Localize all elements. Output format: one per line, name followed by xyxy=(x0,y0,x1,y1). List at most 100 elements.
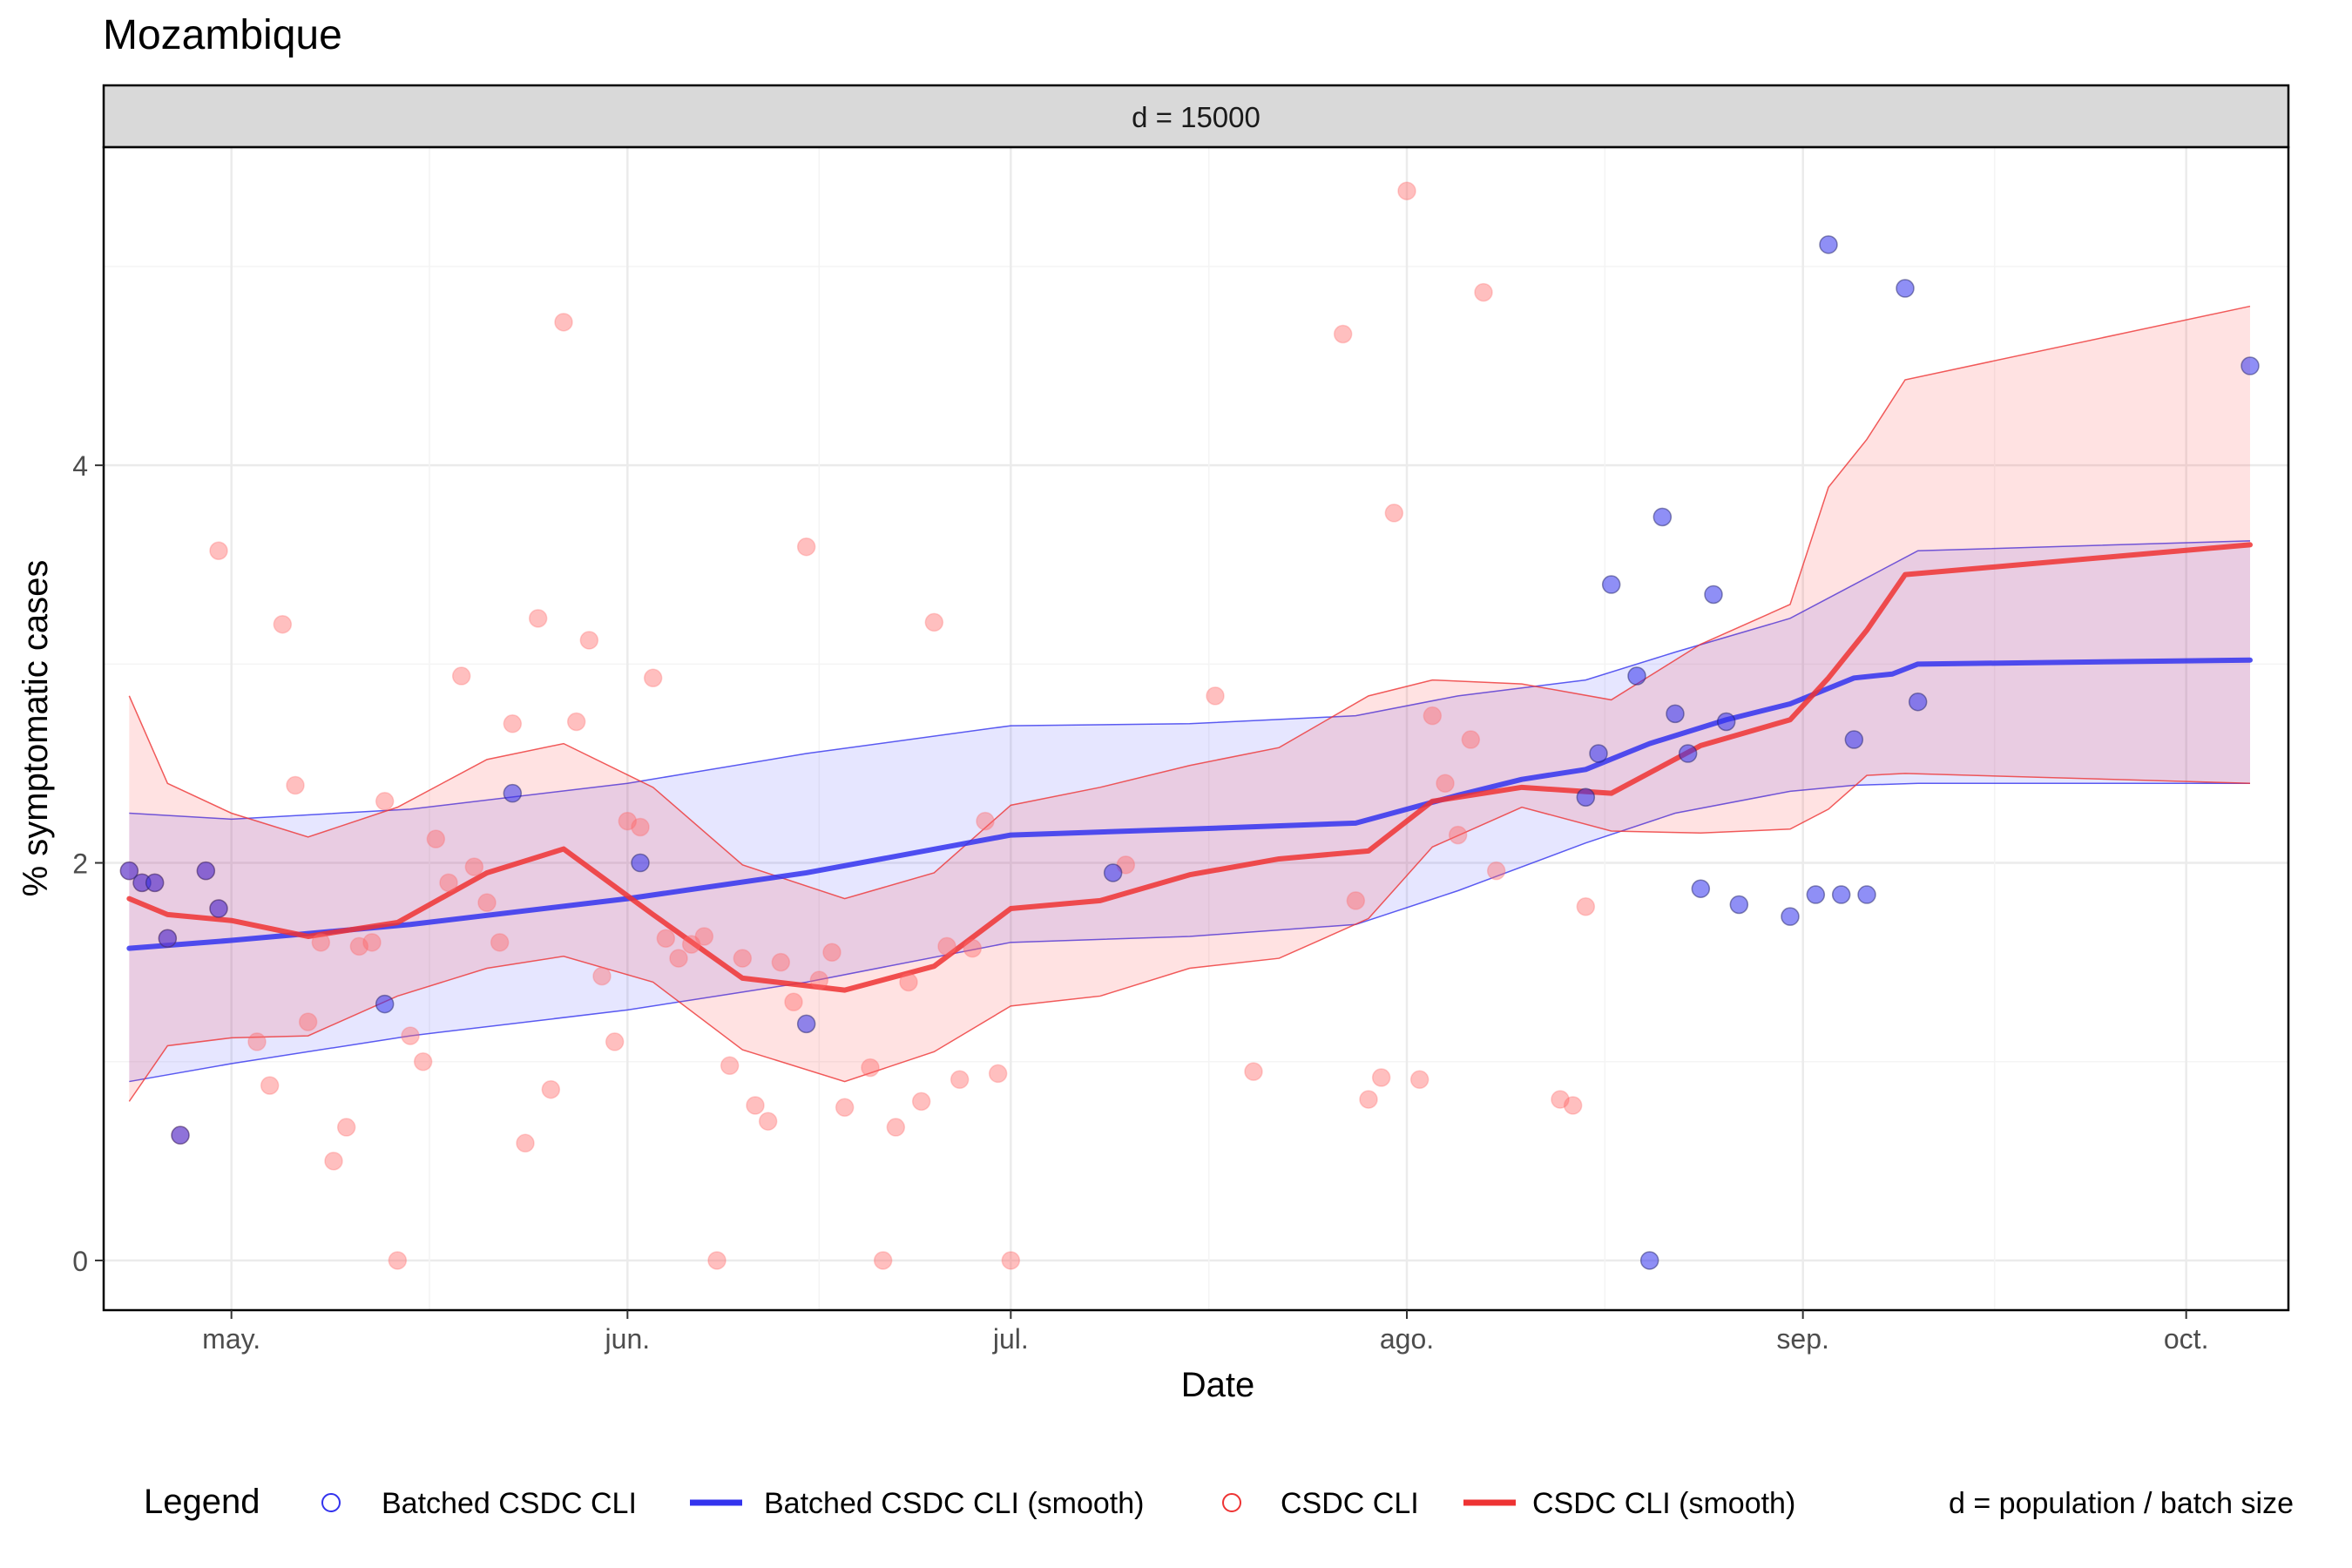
csdc-point xyxy=(899,972,918,992)
batched-band-fill xyxy=(129,540,2251,1082)
batched-point xyxy=(1844,730,1864,749)
csdc-point xyxy=(746,1096,765,1115)
batched-point xyxy=(1857,885,1876,904)
csdc-point xyxy=(1486,861,1506,881)
smooth-lines xyxy=(126,542,2253,993)
legend-label-csdc-points: CSDC CLI xyxy=(1281,1487,1419,1520)
csdc-point xyxy=(618,811,638,831)
legend-key-batched-smooth: Batched CSDC CLI (smooth) xyxy=(690,1487,1145,1520)
batched-band-upper-edge xyxy=(129,540,2251,821)
batched-point xyxy=(1781,907,1800,926)
csdc-point xyxy=(451,666,471,686)
csdc-point xyxy=(835,1098,855,1117)
csdc-point xyxy=(733,949,753,968)
csdc-point xyxy=(681,935,701,954)
csdc-point xyxy=(1346,891,1366,910)
csdc-point xyxy=(375,792,395,811)
csdc-band-lower-edge xyxy=(128,773,2251,1102)
x-tick-label: jul. xyxy=(992,1323,1029,1355)
csdc-point xyxy=(1244,1062,1263,1081)
batched-point xyxy=(1908,692,1928,712)
legend-note: d = population / batch size xyxy=(1949,1487,2294,1520)
csdc-point xyxy=(1461,730,1481,749)
csdc-point xyxy=(298,1012,318,1031)
csdc-point xyxy=(1409,1070,1429,1090)
csdc-point xyxy=(439,873,458,893)
legend-symbol-batched-points xyxy=(321,1493,341,1512)
csdc-point xyxy=(886,1118,906,1137)
batched-point xyxy=(503,783,523,803)
csdc-point xyxy=(401,1026,420,1045)
csdc-point xyxy=(1563,1096,1583,1115)
batched-point xyxy=(1716,712,1736,732)
y-tick-label: 4 xyxy=(72,450,88,482)
batched-point xyxy=(375,994,395,1014)
csdc-point xyxy=(976,811,995,831)
csdc-point xyxy=(349,936,369,956)
y-axis-title: % symptomatic cases xyxy=(17,560,55,897)
csdc-point xyxy=(592,966,612,986)
csdc-point xyxy=(324,1152,343,1171)
data-points xyxy=(119,181,2260,1270)
csdc-point xyxy=(247,1032,267,1051)
batched-point xyxy=(1691,879,1711,898)
legend: Legend Batched CSDC CLI Batched CSDC CLI… xyxy=(144,1483,2294,1521)
csdc-point xyxy=(1436,774,1455,794)
csdc-point xyxy=(822,943,841,962)
csdc-point xyxy=(809,970,829,990)
legend-label-csdc-smooth: CSDC CLI (smooth) xyxy=(1532,1487,1795,1520)
batched-point xyxy=(119,861,139,881)
csdc-point xyxy=(771,952,791,972)
batched-point xyxy=(1819,235,1838,254)
csdc-point xyxy=(631,817,650,837)
legend-label-batched-points: Batched CSDC CLI xyxy=(382,1487,637,1520)
csdc-point xyxy=(566,712,586,732)
legend-key-csdc-points: CSDC CLI xyxy=(1222,1487,1419,1520)
csdc-point xyxy=(1001,1251,1021,1270)
legend-key-csdc-smooth: CSDC CLI (smooth) xyxy=(1463,1487,1795,1520)
batched-point xyxy=(631,853,650,873)
csdc-point xyxy=(260,1076,280,1095)
csdc-point xyxy=(950,1070,970,1090)
x-tick-label: sep. xyxy=(1776,1323,1828,1355)
batched-point xyxy=(2240,356,2260,375)
batched-point xyxy=(1627,666,1646,686)
plot-background xyxy=(104,147,2288,1310)
x-tick-label: may. xyxy=(202,1323,260,1355)
batched-point xyxy=(796,1014,816,1034)
batched-point xyxy=(1831,885,1851,904)
x-tick-label: jun. xyxy=(605,1323,651,1355)
facet-label: d = 15000 xyxy=(1132,101,1260,133)
csdc-point xyxy=(873,1251,893,1270)
csdc-point xyxy=(924,612,944,632)
batched-point xyxy=(171,1125,190,1145)
chart-title: Mozambique xyxy=(103,12,342,58)
csdc-point xyxy=(1359,1090,1378,1109)
csdc-point xyxy=(861,1058,880,1078)
csdc-point xyxy=(1474,282,1493,302)
csdc-point xyxy=(554,313,573,332)
batched-point xyxy=(1639,1251,1659,1270)
csdc-point xyxy=(784,992,803,1012)
csdc-point xyxy=(477,893,497,912)
batched-point xyxy=(1666,704,1685,724)
csdc-point xyxy=(209,541,228,561)
csdc-band-fill xyxy=(129,306,2251,1102)
csdc-point xyxy=(1333,324,1353,344)
csdc-point xyxy=(796,537,816,557)
csdc-point xyxy=(490,933,510,952)
csdc-point xyxy=(1423,706,1443,726)
batched-point xyxy=(196,861,216,881)
batched-point xyxy=(158,929,178,949)
confidence-bands xyxy=(128,305,2251,1102)
csdc-point xyxy=(311,933,331,952)
csdc-point xyxy=(579,631,599,650)
x-axis-title: Date xyxy=(1181,1366,1255,1404)
legend-label-batched-smooth: Batched CSDC CLI (smooth) xyxy=(764,1487,1145,1520)
csdc-point xyxy=(286,775,305,795)
csdc-point xyxy=(541,1079,561,1099)
csdc-point xyxy=(605,1032,625,1051)
batched-point xyxy=(1576,787,1596,807)
csdc-point xyxy=(1576,896,1596,916)
